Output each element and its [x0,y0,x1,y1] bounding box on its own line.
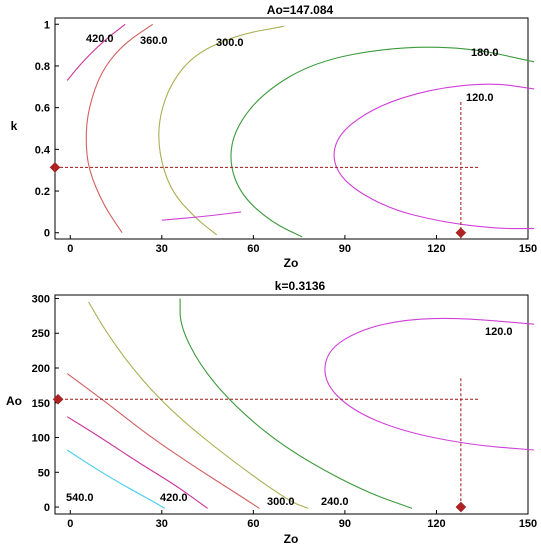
x-tick-label: 0 [67,518,73,530]
top-plot-frame [54,17,529,240]
contour-line-540 [66,449,166,509]
top-contour-panel: Ao=147.084 0 30 60 90 120 150 00.20.40.60.81 … [11,3,538,270]
top-x-axis-label: Zo [284,256,299,270]
y-tick-label: 100 [32,433,50,445]
contour-line-180 [230,46,535,238]
bottom-contour-panel: k=0.3136 0 30 60 90 120 150 0 50 100 150 200 250 30… [6,279,537,546]
top-y-tick-labels: 0 0.2 0.4 0.6 0.8 1 [35,19,59,240]
contour-label-300: 300.0 [216,37,244,49]
bottom-x-axis-label: Zo [284,532,299,546]
contour-line-420 [66,416,208,509]
x-tick-label: 30 [156,243,168,255]
contour-line-300 [158,25,284,236]
x-tick-label: 60 [247,243,259,255]
contour-label-420: 420.0 [86,33,114,45]
top-x-tick-labels: 0 30 60 90 120 150 [67,235,537,255]
x-tick-label: 0 [67,243,73,255]
y-tick-label: 150 [32,398,50,410]
contour-label-120: 120.0 [466,92,494,104]
y-tick-label: 0.2 [35,186,50,198]
contour-label-240: 240.0 [321,496,349,508]
bottom-panel-title: k=0.3136 [275,279,326,293]
y-tick-label: 250 [32,328,50,340]
top-panel-title: Ao=147.084 [267,3,334,17]
bottom-contour-labels: 540.0 420.0 300.0 240.0 120.0 [66,326,513,508]
bottom-crosshair [52,378,479,514]
top-y-axis-label: k [11,119,18,133]
y-tick-label: 0 [44,228,50,240]
x-tick-label: 90 [339,243,351,255]
diamond-marker [455,227,467,239]
top-contour-lines [66,23,535,238]
bottom-contour-lines [66,298,535,509]
contour-line-420 [66,23,126,81]
contour-label-300: 300.0 [267,496,295,508]
contour-label-420: 420.0 [160,492,188,504]
contour-label-360: 360.0 [140,35,168,47]
top-crosshair [49,101,479,239]
diamond-marker [49,162,61,173]
contour-line-120 [333,83,535,230]
x-tick-label: 120 [427,518,445,530]
bottom-y-tick-labels: 0 50 100 150 200 250 300 [32,293,59,514]
x-tick-label: 120 [427,243,445,255]
y-tick-label: 0.8 [35,61,50,73]
top-contour-labels: 420.0 360.0 300.0 180.0 120.0 [86,33,499,104]
x-tick-label: 150 [519,243,537,255]
contour-label-540: 540.0 [66,492,94,504]
y-tick-label: 0 [44,502,50,514]
bottom-x-tick-labels: 0 30 60 90 120 150 [67,510,537,530]
contour-line-360 [85,23,154,234]
diamond-marker [455,501,467,513]
x-tick-label: 60 [247,518,259,530]
diamond-marker [52,393,64,405]
contour-line-300 [88,301,309,509]
bottom-y-axis-label: Ao [6,394,22,408]
y-tick-label: 50 [38,467,50,479]
contour-line [161,211,242,221]
contour-label-180: 180.0 [471,47,499,59]
x-tick-label: 30 [156,518,168,530]
y-tick-label: 1 [44,19,50,31]
contour-line [66,373,260,509]
contour-label-120: 120.0 [485,326,513,338]
x-tick-label: 90 [339,518,351,530]
y-tick-label: 200 [32,363,50,375]
y-tick-label: 0.6 [35,103,50,115]
contour-line-240 [179,298,413,509]
y-tick-label: 300 [32,293,50,305]
bottom-plot-frame [54,294,529,515]
contour-line-120 [324,317,535,451]
x-tick-label: 150 [519,518,537,530]
y-tick-label: 0.4 [35,144,51,156]
